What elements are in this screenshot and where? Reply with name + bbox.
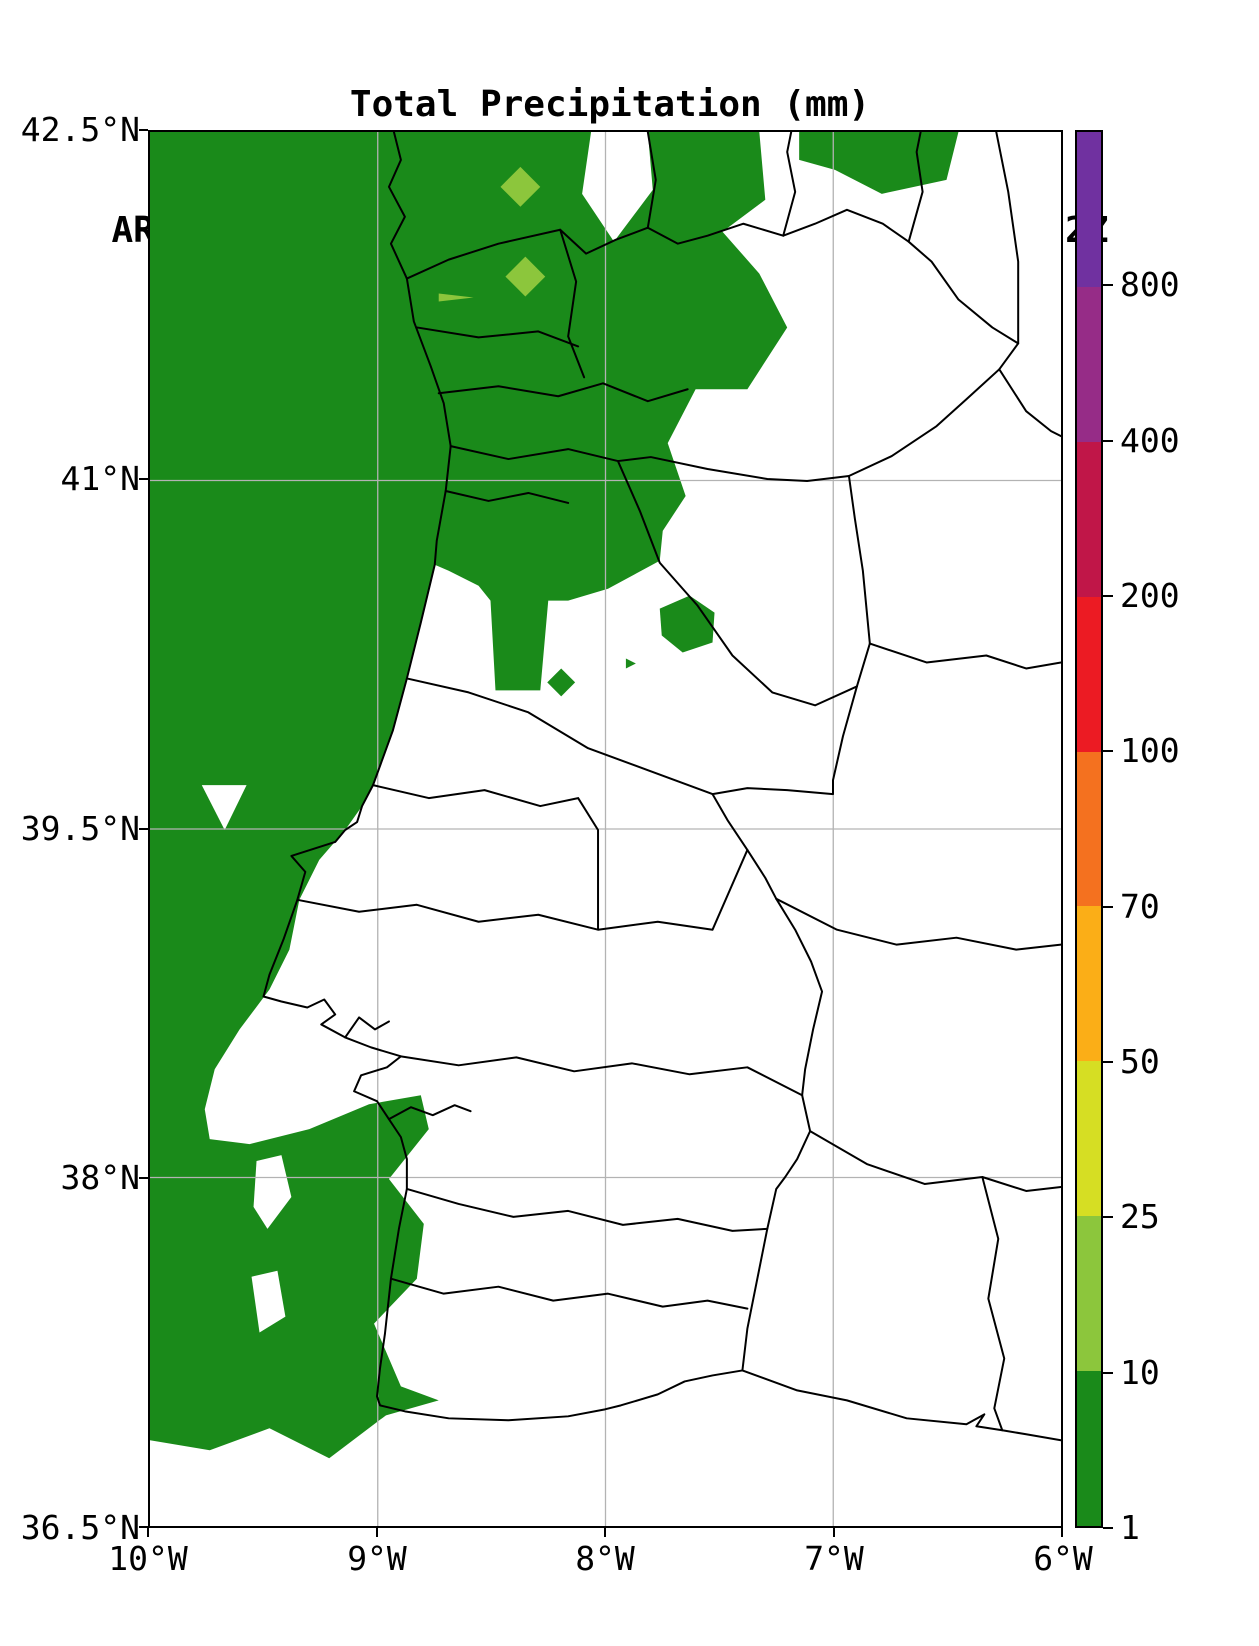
colorbar-tick-mark xyxy=(1103,750,1113,753)
axis-tick xyxy=(833,1528,835,1537)
colorbar-tick-mark xyxy=(1103,1061,1113,1063)
y-tick-39-5n: 39.5°N xyxy=(20,809,140,848)
axis-tick xyxy=(1061,1528,1063,1537)
colorbar-tick-label: 10 xyxy=(1120,1352,1160,1392)
axis-tick xyxy=(604,1528,606,1537)
colorbar-bands xyxy=(1077,131,1101,1526)
colorbar-tick-mark xyxy=(1103,1371,1113,1374)
precip-area-light-streak xyxy=(438,293,474,302)
colorbar-band-1-10 xyxy=(1077,1371,1101,1526)
precip-area-top-right xyxy=(799,132,959,194)
coastline xyxy=(262,132,1061,1442)
district-boundaries xyxy=(296,326,858,1310)
colorbar-band-200-400 xyxy=(1077,441,1101,597)
colorbar-tick-label: 100 xyxy=(1120,731,1180,771)
x-tick-6w: 6°W xyxy=(1033,1539,1093,1578)
axis-tick xyxy=(139,828,148,830)
boundaries xyxy=(262,132,1061,1442)
colorbar-band-50-70 xyxy=(1077,906,1101,1062)
axis-tick xyxy=(139,1526,148,1528)
colorbar-band-100-200 xyxy=(1077,596,1101,752)
axis-tick xyxy=(147,1528,149,1537)
colorbar-tick-mark xyxy=(1103,905,1113,908)
colorbar-band-400-800 xyxy=(1077,286,1101,442)
colorbar-band-10-25 xyxy=(1077,1216,1101,1372)
x-tick-10w: 10°W xyxy=(108,1539,188,1578)
x-tick-7w: 7°W xyxy=(804,1539,864,1578)
x-tick-8w: 8°W xyxy=(575,1539,635,1578)
axis-tick xyxy=(139,1177,148,1179)
colorbar-band-800+ xyxy=(1077,131,1101,287)
precip-area-small-diamond xyxy=(547,668,576,697)
precip-area-speck xyxy=(625,658,636,669)
y-tick-38n: 38°N xyxy=(60,1158,140,1197)
white-gap-39-5n xyxy=(201,785,247,830)
colorbar-tick-mark xyxy=(1103,595,1113,597)
y-tick-36-5n: 36.5°N xyxy=(20,1508,140,1547)
colorbar-tick-label: 50 xyxy=(1120,1042,1160,1081)
axis-tick xyxy=(376,1528,378,1537)
axis-tick xyxy=(139,478,148,480)
precip-area-sw-diamond xyxy=(233,1400,254,1421)
axis-tick xyxy=(139,129,148,131)
map-canvas xyxy=(150,132,1061,1526)
colorbar-tick-label: 25 xyxy=(1120,1197,1160,1237)
colorbar-band-25-50 xyxy=(1077,1061,1101,1217)
colorbar-tick-label: 200 xyxy=(1120,576,1180,615)
precip-area-light-diamond-1 xyxy=(500,166,541,207)
y-tick-41n: 41°N xyxy=(60,459,140,498)
white-gap-sw-2 xyxy=(251,1270,286,1333)
colorbar-tick-mark xyxy=(1103,1527,1113,1529)
spain-province-boundaries xyxy=(559,132,1061,1432)
colorbar-tick-mark xyxy=(1103,1216,1113,1219)
colorbar xyxy=(1075,130,1103,1528)
chart-title: Total Precipitation (mm) xyxy=(349,84,871,125)
precip-area-ocean-north xyxy=(150,132,788,1459)
x-tick-9w: 9°W xyxy=(347,1539,407,1578)
colorbar-tick-label: 70 xyxy=(1120,886,1160,926)
white-gap-sw-1 xyxy=(253,1155,292,1229)
portugal-spain-border xyxy=(405,208,1020,1372)
y-tick-42-5n: 42.5°N xyxy=(20,110,140,149)
map-frame xyxy=(148,130,1063,1528)
precip-area-inland-hex xyxy=(659,595,715,653)
colorbar-band-70-100 xyxy=(1077,751,1101,907)
precipitation-areas xyxy=(150,132,959,1459)
